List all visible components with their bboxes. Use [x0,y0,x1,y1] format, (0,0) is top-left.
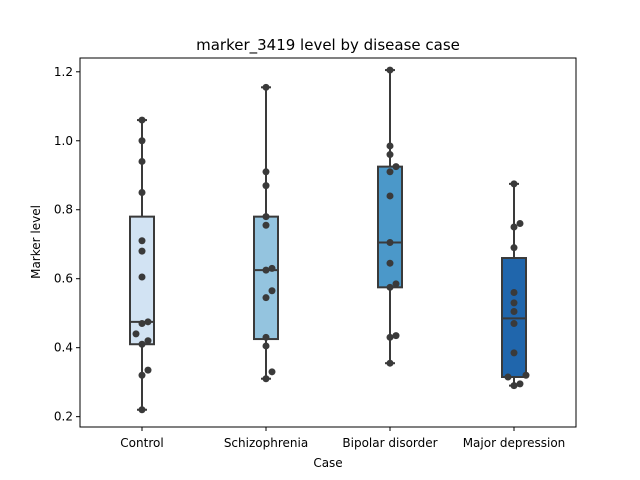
data-point [510,320,518,328]
data-point [138,371,146,379]
box-bipolar-disorder [377,165,403,289]
x-tick-label: Bipolar disorder [342,436,437,450]
data-point [262,294,270,302]
data-point [386,333,394,341]
data-point [262,168,270,176]
data-point [138,320,146,328]
y-tick-label: 0.6 [54,272,73,286]
data-point [386,239,394,246]
data-point [138,116,146,124]
data-point [516,220,524,228]
data-point [138,157,146,165]
data-point [392,163,400,171]
data-point [516,380,524,388]
data-point [386,151,394,159]
data-point [268,368,276,376]
data-point [262,375,270,383]
data-point [262,333,270,341]
data-point [392,280,400,288]
chart-title: marker_3419 level by disease case [196,36,460,55]
y-tick-label: 1.2 [54,65,73,79]
data-point [268,264,276,272]
data-point [386,359,394,367]
data-point [522,371,530,379]
data-point [510,244,518,252]
data-point [144,318,152,326]
data-point [262,182,270,190]
data-point [510,289,518,297]
x-axis-label: Case [313,456,342,470]
y-tick-label: 0.4 [54,341,73,355]
data-point [138,247,146,255]
data-point [386,283,394,291]
data-point [386,66,394,74]
data-point [138,237,146,245]
data-point [386,192,394,200]
data-point [144,337,152,345]
x-tick-label: Major depression [463,436,566,450]
y-tick-label: 1.0 [54,134,73,148]
data-point [510,180,518,188]
data-point [386,259,394,267]
data-point [510,349,518,357]
data-point [138,188,146,196]
data-point [268,287,276,295]
data-point [132,330,140,338]
data-point [504,373,512,381]
data-point [510,382,518,390]
data-point [510,307,518,315]
data-point [138,406,146,414]
data-point [262,221,270,229]
y-axis-label: Marker level [29,205,43,279]
plot-frame [79,57,577,428]
data-point [510,223,518,231]
data-point [386,168,394,176]
x-tick-label: Control [120,436,163,450]
data-point [392,332,400,340]
y-tick-label: 0.8 [54,203,73,217]
data-point [386,142,394,150]
x-tick-label: Schizophrenia [224,436,308,450]
data-point [510,299,518,307]
data-point [138,137,146,145]
plot-area: 0.2 0.4 0.6 0.8 1.0 1.2 Control Schizophrenia Bi… [54,65,565,450]
data-point [262,266,270,274]
data-point [262,213,270,221]
data-point [262,342,270,350]
box-schizophrenia [253,215,279,341]
data-point [262,83,270,91]
data-point [138,273,146,281]
data-point [144,366,152,374]
data-point [138,340,146,348]
y-tick-label: 0.2 [54,410,73,424]
